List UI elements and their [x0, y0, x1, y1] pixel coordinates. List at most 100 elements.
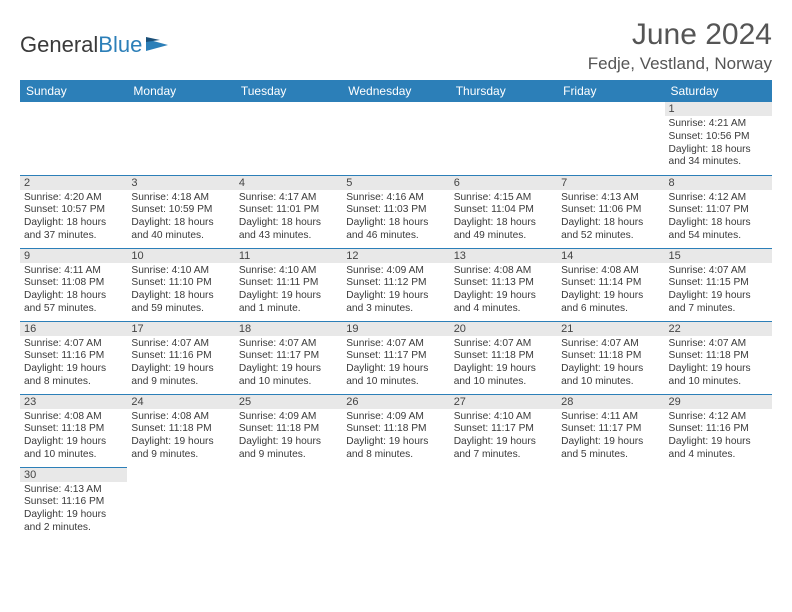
day-cell: 14Sunrise: 4:08 AMSunset: 11:14 PMDaylig…	[557, 248, 664, 321]
day-number: 5	[342, 176, 449, 190]
day-info-line: Sunset: 11:18 PM	[131, 423, 230, 436]
day-info: Sunrise: 4:07 AMSunset: 11:18 PMDaylight…	[557, 336, 664, 389]
day-info-line: Sunset: 11:16 PM	[24, 496, 123, 509]
day-info: Sunrise: 4:07 AMSunset: 11:18 PMDaylight…	[665, 336, 772, 389]
day-info-line: Daylight: 19 hours	[24, 436, 123, 449]
day-info-line: and 57 minutes.	[24, 303, 123, 316]
day-info: Sunrise: 4:10 AMSunset: 11:10 PMDaylight…	[127, 263, 234, 316]
day-info-line: Daylight: 18 hours	[454, 217, 553, 230]
day-cell	[665, 467, 772, 540]
day-info-line: Sunset: 10:56 PM	[669, 131, 768, 144]
day-info-line: Daylight: 19 hours	[454, 363, 553, 376]
day-info-line: Sunset: 11:03 PM	[346, 204, 445, 217]
day-number: 25	[235, 395, 342, 409]
calendar-table: SundayMondayTuesdayWednesdayThursdayFrid…	[20, 80, 772, 540]
day-info-line: Sunset: 11:08 PM	[24, 277, 123, 290]
day-info: Sunrise: 4:12 AMSunset: 11:07 PMDaylight…	[665, 190, 772, 243]
day-number: 4	[235, 176, 342, 190]
day-info-line: Sunset: 11:04 PM	[454, 204, 553, 217]
day-info-line: Sunrise: 4:07 AM	[561, 338, 660, 351]
day-info-line: and 54 minutes.	[669, 230, 768, 243]
day-info-line: Sunset: 11:10 PM	[131, 277, 230, 290]
month-title: June 2024	[588, 18, 772, 52]
day-info-line: Daylight: 19 hours	[669, 290, 768, 303]
day-info-line: and 4 minutes.	[454, 303, 553, 316]
day-info-line: and 40 minutes.	[131, 230, 230, 243]
day-number: 14	[557, 249, 664, 263]
day-info-line: Sunrise: 4:08 AM	[131, 411, 230, 424]
day-cell: 27Sunrise: 4:10 AMSunset: 11:17 PMDaylig…	[450, 394, 557, 467]
day-info-line: Daylight: 19 hours	[346, 363, 445, 376]
day-info: Sunrise: 4:10 AMSunset: 11:17 PMDaylight…	[450, 409, 557, 462]
logo-word-1: General	[20, 32, 98, 57]
day-info-line: Sunrise: 4:15 AM	[454, 192, 553, 205]
day-cell: 23Sunrise: 4:08 AMSunset: 11:18 PMDaylig…	[20, 394, 127, 467]
day-info-line: Sunrise: 4:08 AM	[454, 265, 553, 278]
day-number: 9	[20, 249, 127, 263]
day-info-line: Sunset: 11:17 PM	[239, 350, 338, 363]
weekday-thursday: Thursday	[450, 80, 557, 102]
day-cell: 15Sunrise: 4:07 AMSunset: 11:15 PMDaylig…	[665, 248, 772, 321]
day-cell: 10Sunrise: 4:10 AMSunset: 11:10 PMDaylig…	[127, 248, 234, 321]
day-cell: 3Sunrise: 4:18 AMSunset: 10:59 PMDayligh…	[127, 175, 234, 248]
week-row: 23Sunrise: 4:08 AMSunset: 11:18 PMDaylig…	[20, 394, 772, 467]
day-info-line: Sunrise: 4:10 AM	[239, 265, 338, 278]
day-info-line: Sunrise: 4:12 AM	[669, 411, 768, 424]
day-info-line: Daylight: 19 hours	[454, 436, 553, 449]
day-info-line: Sunset: 11:07 PM	[669, 204, 768, 217]
day-info-line: and 3 minutes.	[346, 303, 445, 316]
day-info-line: and 10 minutes.	[561, 376, 660, 389]
day-cell: 21Sunrise: 4:07 AMSunset: 11:18 PMDaylig…	[557, 321, 664, 394]
day-info-line: and 10 minutes.	[24, 449, 123, 462]
day-info-line: Sunrise: 4:08 AM	[561, 265, 660, 278]
day-number: 8	[665, 176, 772, 190]
day-info: Sunrise: 4:07 AMSunset: 11:16 PMDaylight…	[127, 336, 234, 389]
day-info-line: Sunset: 11:12 PM	[346, 277, 445, 290]
day-number: 23	[20, 395, 127, 409]
day-info-line: Daylight: 19 hours	[239, 436, 338, 449]
day-cell: 22Sunrise: 4:07 AMSunset: 11:18 PMDaylig…	[665, 321, 772, 394]
day-info-line: Sunrise: 4:07 AM	[131, 338, 230, 351]
day-info-line: Daylight: 18 hours	[131, 217, 230, 230]
day-info-line: Sunrise: 4:10 AM	[454, 411, 553, 424]
day-info-line: Sunset: 11:16 PM	[131, 350, 230, 363]
day-info-line: Sunset: 11:18 PM	[24, 423, 123, 436]
week-row: 30Sunrise: 4:13 AMSunset: 11:16 PMDaylig…	[20, 467, 772, 540]
day-cell: 20Sunrise: 4:07 AMSunset: 11:18 PMDaylig…	[450, 321, 557, 394]
day-info-line: Daylight: 18 hours	[669, 217, 768, 230]
day-info-line: and 10 minutes.	[346, 376, 445, 389]
day-info-line: and 10 minutes.	[239, 376, 338, 389]
day-info-line: Sunset: 11:17 PM	[346, 350, 445, 363]
day-number: 13	[450, 249, 557, 263]
day-info-line: Sunset: 11:06 PM	[561, 204, 660, 217]
day-info: Sunrise: 4:20 AMSunset: 10:57 PMDaylight…	[20, 190, 127, 243]
day-info-line: Daylight: 19 hours	[346, 436, 445, 449]
day-info: Sunrise: 4:11 AMSunset: 11:08 PMDaylight…	[20, 263, 127, 316]
day-number: 19	[342, 322, 449, 336]
day-info-line: and 10 minutes.	[669, 376, 768, 389]
day-info: Sunrise: 4:17 AMSunset: 11:01 PMDaylight…	[235, 190, 342, 243]
day-info-line: and 10 minutes.	[454, 376, 553, 389]
day-number: 22	[665, 322, 772, 336]
day-number: 1	[665, 102, 772, 116]
day-cell: 24Sunrise: 4:08 AMSunset: 11:18 PMDaylig…	[127, 394, 234, 467]
day-info-line: Sunrise: 4:17 AM	[239, 192, 338, 205]
day-info-line: Sunset: 11:11 PM	[239, 277, 338, 290]
day-number: 30	[20, 468, 127, 482]
day-info-line: Daylight: 18 hours	[24, 290, 123, 303]
day-number: 6	[450, 176, 557, 190]
week-row: 1Sunrise: 4:21 AMSunset: 10:56 PMDayligh…	[20, 102, 772, 175]
day-number: 17	[127, 322, 234, 336]
day-info-line: and 8 minutes.	[346, 449, 445, 462]
day-cell: 30Sunrise: 4:13 AMSunset: 11:16 PMDaylig…	[20, 467, 127, 540]
day-info-line: Daylight: 19 hours	[24, 363, 123, 376]
day-info: Sunrise: 4:13 AMSunset: 11:16 PMDaylight…	[20, 482, 127, 535]
day-info: Sunrise: 4:16 AMSunset: 11:03 PMDaylight…	[342, 190, 449, 243]
day-info-line: Sunset: 11:18 PM	[346, 423, 445, 436]
day-cell	[235, 467, 342, 540]
day-info-line: Daylight: 19 hours	[239, 363, 338, 376]
weekday-friday: Friday	[557, 80, 664, 102]
day-info-line: Sunset: 11:13 PM	[454, 277, 553, 290]
day-info-line: Sunrise: 4:09 AM	[239, 411, 338, 424]
calendar-body: 1Sunrise: 4:21 AMSunset: 10:56 PMDayligh…	[20, 102, 772, 540]
